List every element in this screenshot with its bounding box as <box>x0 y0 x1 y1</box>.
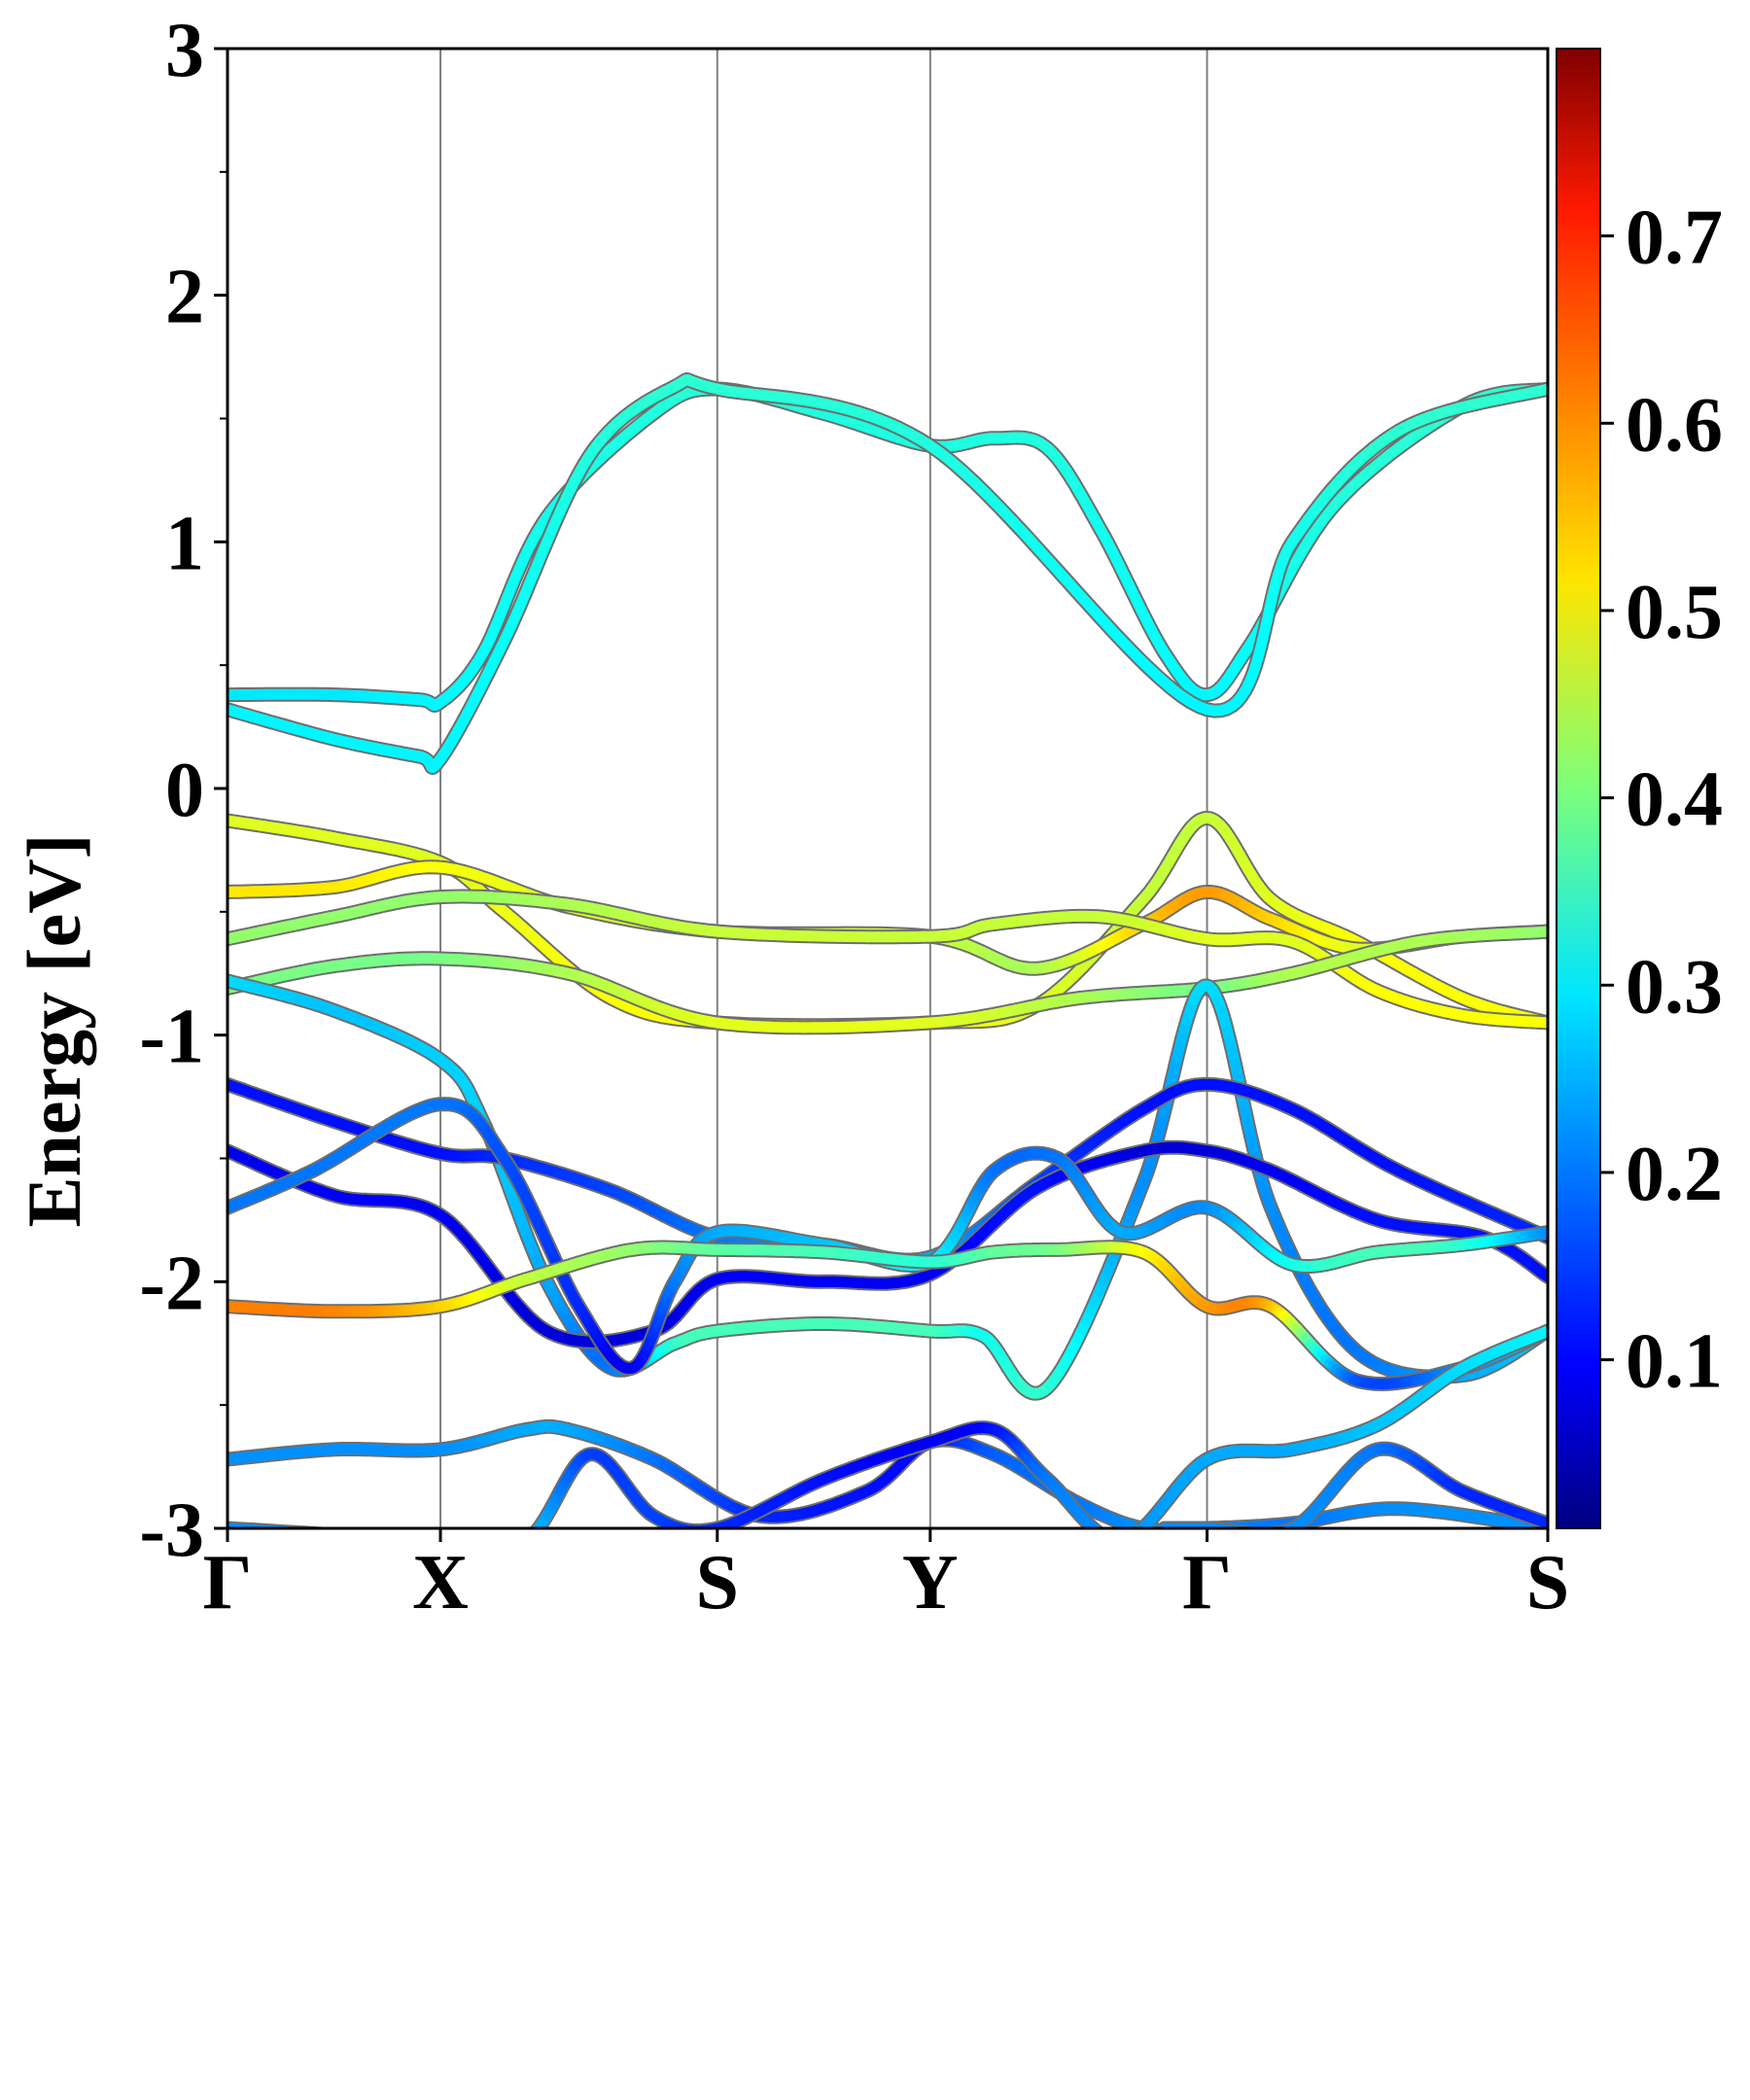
band-segment <box>1278 1525 1290 1528</box>
band-3 <box>228 810 1548 1033</box>
band-segment <box>1279 1524 1294 1528</box>
x-tick-label: S <box>696 1540 740 1626</box>
x-tick-label: Γ <box>1182 1540 1232 1626</box>
band-segment <box>1105 1537 1108 1539</box>
y-axis-ticks: -3 -2 -1 0 1 2 3 <box>139 8 228 1573</box>
band-segment <box>1122 1540 1126 1541</box>
band-segment <box>294 1526 310 1528</box>
band-segment <box>339 1535 350 1536</box>
band-11 <box>228 1240 1548 1391</box>
band-segment <box>381 1538 391 1539</box>
band-segment <box>1220 1524 1234 1528</box>
band-1 <box>228 381 1548 713</box>
band-segment <box>1096 1527 1102 1528</box>
colorbar-ticks: 0.1 0.2 0.3 0.4 0.5 0.6 0.7 <box>1600 195 1723 1405</box>
band-segment <box>318 1534 329 1535</box>
band-segment <box>1132 1534 1136 1536</box>
band-segment <box>1227 1525 1241 1528</box>
colorbar-tick-label: 0.1 <box>1626 1319 1723 1405</box>
band-segment <box>508 1547 511 1548</box>
band-segment <box>1272 1527 1280 1528</box>
band-13 <box>228 1323 1548 1548</box>
y-tick-label: 3 <box>165 8 204 93</box>
colorbar-tick-label: 0.5 <box>1626 570 1723 655</box>
y-tick-label: -1 <box>139 995 204 1080</box>
band-segment <box>483 1546 487 1547</box>
band-segment <box>1108 1539 1111 1540</box>
x-tick-label: X <box>412 1540 469 1626</box>
band-segment <box>273 1525 292 1528</box>
y-tick-label: -3 <box>139 1488 204 1573</box>
band-2 <box>228 372 1548 775</box>
band-segment <box>1275 1526 1285 1528</box>
band-segment <box>1102 1535 1105 1537</box>
band-segment <box>1236 1526 1246 1528</box>
band-segment <box>1090 1524 1102 1528</box>
band-segment <box>1232 1526 1243 1528</box>
band-segment <box>523 1541 526 1543</box>
band-segment <box>1135 1526 1143 1528</box>
band-5 <box>228 889 1548 1031</box>
band-6 <box>228 924 1548 1035</box>
y-tick-label: 0 <box>165 748 204 833</box>
band-segment <box>1223 1524 1238 1528</box>
band-segment <box>329 1534 339 1535</box>
band-segment <box>371 1537 382 1538</box>
band-9 <box>228 1139 1548 1349</box>
band-segment <box>486 1546 489 1547</box>
band-segment <box>1240 1527 1249 1528</box>
y-tick-label: 2 <box>165 255 204 340</box>
band-segment <box>531 1523 543 1528</box>
colorbar-gradient <box>1556 48 1601 1529</box>
bands <box>228 372 1548 1548</box>
band-segment <box>263 1525 283 1528</box>
band-segment <box>391 1538 401 1539</box>
band-7 <box>228 973 1548 1401</box>
y-axis-label: Energy [eV] <box>12 833 96 1227</box>
colorbar-tick-label: 0.3 <box>1626 944 1723 1030</box>
band-segment <box>361 1536 371 1537</box>
colorbar-tick-label: 0.6 <box>1626 382 1723 468</box>
band-segment <box>255 1524 274 1528</box>
band-segment <box>532 1527 538 1528</box>
x-tick-label: S <box>1526 1540 1570 1626</box>
band-segment <box>529 1536 532 1539</box>
band-segment <box>475 1544 479 1545</box>
y-tick-label: 1 <box>165 501 204 586</box>
band-10 <box>228 1097 1548 1376</box>
band-segment <box>283 1526 301 1528</box>
band-outline <box>228 810 1548 1033</box>
x-tick-label: Y <box>902 1540 959 1626</box>
colorbar-tick-label: 0.2 <box>1626 1132 1723 1217</box>
band-segment <box>514 1545 517 1546</box>
colorbar: 0.1 0.2 0.3 0.4 0.5 0.6 0.7 <box>1556 48 1723 1529</box>
band-segment <box>479 1545 483 1546</box>
x-tick-label: Γ <box>203 1540 253 1626</box>
band-segment <box>1125 1539 1129 1540</box>
y-tick-label: -2 <box>139 1241 204 1326</box>
band-segment <box>1112 1540 1115 1541</box>
band-segment <box>350 1536 361 1537</box>
colorbar-tick-label: 0.7 <box>1626 195 1723 281</box>
band-segment <box>520 1542 523 1543</box>
band-segment <box>472 1544 475 1545</box>
band-segment <box>401 1539 409 1540</box>
band-segment <box>526 1539 529 1541</box>
band-segment <box>1129 1537 1133 1539</box>
band-14 <box>1157 1441 1548 1528</box>
band-segment <box>247 1524 265 1528</box>
band-segment <box>517 1544 520 1545</box>
band-segment <box>305 1527 316 1528</box>
band-segment <box>511 1546 514 1547</box>
colorbar-tick-label: 0.4 <box>1626 757 1723 843</box>
